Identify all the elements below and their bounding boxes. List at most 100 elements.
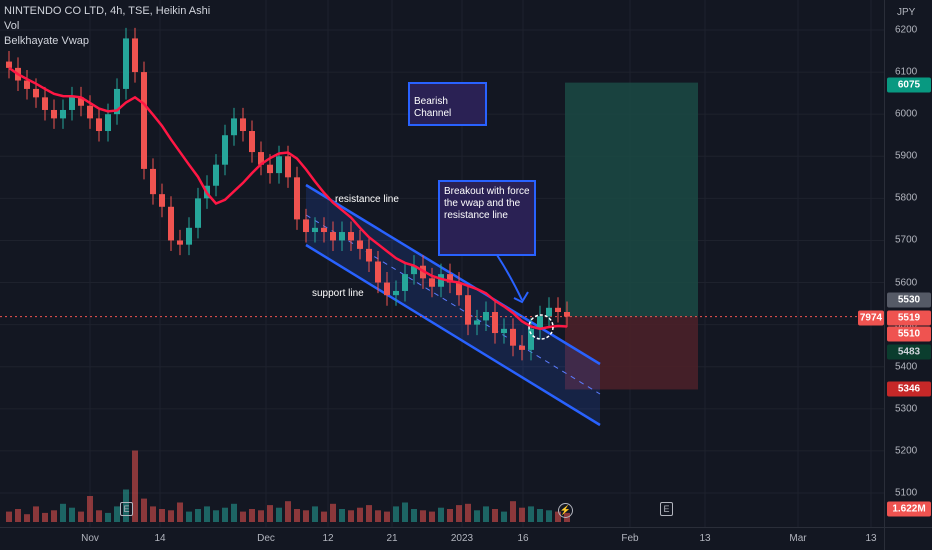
- time-tick: 12: [322, 533, 334, 544]
- volume-bar: [42, 512, 48, 522]
- candle-body: [267, 164, 273, 174]
- volume-bar: [366, 505, 372, 522]
- price-tick: 5200: [895, 445, 918, 457]
- volume-bar: [312, 506, 318, 522]
- candle-body: [393, 290, 399, 296]
- volume-bar: [123, 489, 129, 522]
- candle-body: [564, 312, 570, 317]
- resistance-line-label[interactable]: resistance line: [335, 194, 399, 205]
- candle-body: [231, 118, 237, 136]
- time-tick: 14: [154, 533, 166, 544]
- volume-bar: [186, 511, 192, 522]
- breakout-note[interactable]: Breakout with force the vwap and the res…: [438, 180, 536, 256]
- volume-bar: [6, 511, 12, 522]
- mid-price-tag: 5510: [887, 326, 931, 342]
- volume-indicator-label[interactable]: Vol: [4, 20, 20, 32]
- candle-body: [42, 97, 48, 110]
- flash-icon[interactable]: ⚡: [558, 503, 573, 518]
- price-tick: 6100: [895, 66, 918, 78]
- price-tick: 6000: [895, 108, 918, 120]
- candle-body: [195, 198, 201, 228]
- volume-bar: [303, 510, 309, 522]
- candle-body: [456, 282, 462, 296]
- volume-bar: [537, 509, 543, 522]
- candle-body: [537, 316, 543, 329]
- volume-bar: [546, 510, 552, 522]
- support-line-label[interactable]: support line: [312, 288, 364, 299]
- volume-bar: [267, 505, 273, 522]
- candle-body: [186, 227, 192, 245]
- legend: NINTENDO CO LTD, 4h, TSE, Heikin Ashi Vo…: [4, 4, 210, 49]
- volume-bar: [555, 511, 561, 522]
- volume-bar: [420, 510, 426, 522]
- breakout-circle: [528, 314, 554, 340]
- candle-body: [78, 97, 84, 106]
- candle-body: [132, 38, 138, 73]
- vwap-price-tag: 5483: [887, 344, 931, 360]
- price-tick: 5300: [895, 403, 918, 415]
- candle-body: [312, 227, 318, 233]
- chart-canvas[interactable]: [0, 0, 884, 527]
- candle-body: [492, 312, 498, 334]
- candle-body: [168, 206, 174, 241]
- candle-body: [321, 227, 327, 233]
- currency-unit: JPY: [897, 7, 916, 18]
- time-tick: Dec: [257, 533, 275, 544]
- candle-body: [546, 307, 552, 317]
- earnings-icon[interactable]: E: [120, 502, 133, 516]
- bearish-channel-note[interactable]: Bearish Channel: [408, 82, 487, 126]
- volume-bar: [51, 510, 57, 522]
- chart-area[interactable]: NINTENDO CO LTD, 4h, TSE, Heikin Ashi Vo…: [0, 0, 884, 527]
- candle-body: [366, 248, 372, 262]
- time-tick: 2023: [450, 533, 474, 544]
- candle-body: [150, 168, 156, 195]
- earnings-icon[interactable]: E: [660, 502, 673, 516]
- volume-bar: [249, 509, 255, 522]
- volume-bar: [33, 506, 39, 522]
- candle-body: [258, 152, 264, 165]
- candle-body: [465, 295, 471, 325]
- candle-body: [438, 274, 444, 287]
- stop-price-tag: 5346: [887, 381, 931, 397]
- volume-bar: [465, 503, 471, 522]
- time-axis[interactable]: Nov 14 Dec 12 21 2023 16 Feb 13 Mar 13: [0, 527, 884, 550]
- symbol-title[interactable]: NINTENDO CO LTD, 4h, TSE, Heikin Ashi: [4, 5, 211, 17]
- price-axis[interactable]: JPY 620061006000590058005700560055005400…: [884, 0, 932, 527]
- upper-price-tag: 5530: [887, 292, 931, 308]
- candle-body: [429, 278, 435, 287]
- target-zone: [565, 82, 698, 317]
- volume-bar: [510, 501, 516, 522]
- volume-bar: [438, 507, 444, 522]
- candle-body: [114, 88, 120, 115]
- volume-bar: [231, 503, 237, 522]
- candle-body: [555, 307, 561, 313]
- candle-body: [96, 118, 102, 132]
- volume-bar: [501, 511, 507, 522]
- volume-tag: 1.622M: [887, 501, 931, 517]
- volume-bar: [87, 496, 93, 522]
- candle-body: [24, 80, 30, 89]
- volume-bar: [429, 511, 435, 522]
- target-price-tag: 6075: [887, 77, 931, 93]
- volume-bar: [69, 507, 75, 522]
- time-tick: Feb: [621, 533, 639, 544]
- time-tick: Nov: [81, 533, 99, 544]
- volume-bar: [456, 505, 462, 522]
- candle-body: [159, 194, 165, 207]
- candle-body: [528, 328, 534, 350]
- volume-bar: [168, 510, 174, 522]
- time-tick: Mar: [789, 533, 807, 544]
- volume-bar: [60, 503, 66, 522]
- volume-bar: [339, 509, 345, 522]
- volume-bar: [357, 507, 363, 522]
- volume-bar: [258, 510, 264, 522]
- volume-bar: [141, 498, 147, 522]
- vwap-indicator-label[interactable]: Belkhayate Vwap: [4, 35, 89, 47]
- vwap-line: [8, 66, 568, 331]
- candle-body: [87, 105, 93, 119]
- candle-body: [33, 88, 39, 98]
- volume-bar: [132, 450, 138, 522]
- last-price-tag: 5519: [887, 310, 931, 326]
- candle-body: [240, 118, 246, 132]
- volume-bar: [393, 506, 399, 522]
